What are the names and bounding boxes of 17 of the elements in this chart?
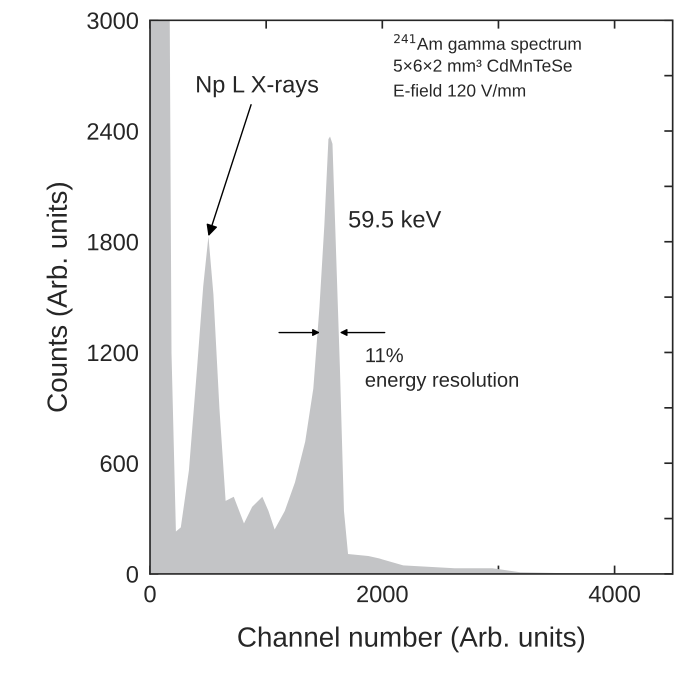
y-tick-label: 1800: [88, 234, 138, 251]
annotation: E-field 120 V/mm: [394, 84, 526, 97]
y-axis-title: Counts (Arb. units): [46, 183, 72, 412]
x-axis-title: Channel number (Arb. units): [238, 626, 584, 652]
annotation: 11% energy resolution: [366, 348, 518, 391]
y-tick-label: 1200: [88, 344, 138, 362]
annotation: 5×6×2 mm³ CdMnTeSe: [394, 59, 572, 72]
y-tick-label: 2400: [88, 123, 138, 140]
annotation: Np L X-rays: [197, 76, 318, 98]
y-tick-label: 0: [126, 566, 138, 583]
x-tick-label: 4000: [588, 586, 640, 602]
y-tick-label: 3000: [87, 12, 138, 30]
y-tick-label: 600: [100, 455, 138, 472]
x-tick-label: 0: [144, 586, 156, 602]
x-tick-label: 2000: [357, 586, 408, 602]
annotation: $^{241}$Am gamma spectrum: [394, 34, 581, 54]
annotation: 59.5 keV: [349, 210, 442, 228]
